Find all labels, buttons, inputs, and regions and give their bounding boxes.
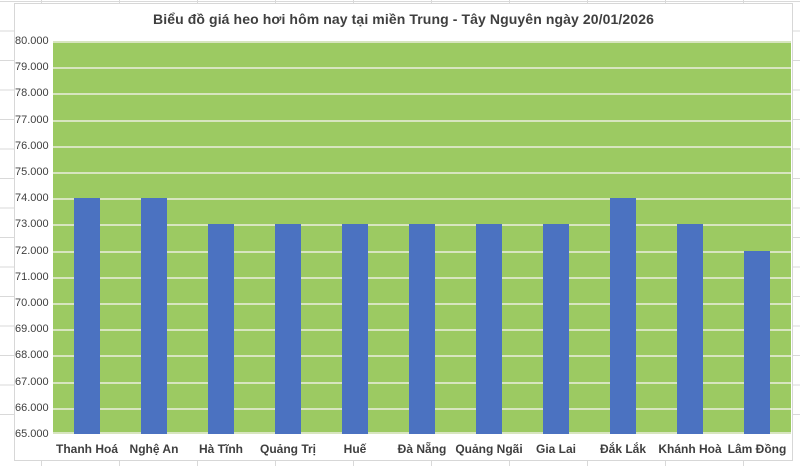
y-tick-label: 67.000 — [15, 376, 49, 388]
x-category-label: Đà Nẵng — [397, 442, 447, 456]
bar-quảng-trị[interactable] — [275, 224, 301, 434]
y-tick-label: 80.000 — [15, 35, 49, 47]
y-gridline — [53, 146, 791, 148]
x-axis[interactable]: Thanh Hoá Nghệ An Hà Tĩnh Quảng Trị Huế Đà Nẵ… — [53, 441, 791, 461]
y-axis[interactable]: 80.000 79.000 78.000 77.000 76.000 75.000 74.0… — [15, 4, 49, 460]
y-tick-label: 76.000 — [15, 140, 49, 152]
x-category-label: Thanh Hoá — [56, 442, 118, 456]
y-tick-label: 77.000 — [15, 114, 49, 126]
x-category-label: Khánh Hoà — [658, 442, 722, 456]
x-category-label: Hà Tĩnh — [199, 442, 243, 456]
plot-area[interactable] — [53, 41, 791, 434]
chart-canvas[interactable]: Biểu đồ giá heo hơi hôm nay tại miền Tru… — [14, 3, 793, 461]
y-tick-label: 69.000 — [15, 323, 49, 335]
y-tick-label: 79.000 — [15, 61, 49, 73]
y-tick-label: 68.000 — [15, 349, 49, 361]
bar-lâm-đồng[interactable] — [744, 251, 770, 434]
x-category-label: Quảng Ngãi — [455, 442, 523, 456]
bar-đắk-lắk[interactable] — [610, 198, 636, 434]
x-category-label: Huế — [343, 442, 367, 456]
y-tick-label: 74.000 — [15, 192, 49, 204]
bar-huế[interactable] — [342, 224, 368, 434]
y-tick-label: 73.000 — [15, 218, 49, 230]
x-category-label: Lâm Đồng — [727, 442, 787, 456]
chart-title[interactable]: Biểu đồ giá heo hơi hôm nay tại miền Tru… — [153, 11, 654, 27]
y-gridline — [53, 41, 791, 43]
y-tick-label: 78.000 — [15, 87, 49, 99]
y-gridline — [53, 172, 791, 174]
bar-thanh-hoá[interactable] — [74, 198, 100, 434]
x-category-label: Gia Lai — [535, 442, 576, 456]
bar-nghệ-an[interactable] — [141, 198, 167, 434]
x-category-label: Quảng Trị — [259, 442, 316, 456]
bar-đà-nẵng[interactable] — [409, 224, 435, 434]
x-category-label: Nghệ An — [129, 442, 179, 456]
bar-quảng-ngãi[interactable] — [476, 224, 502, 434]
y-gridline — [53, 120, 791, 122]
y-tick-label: 66.000 — [15, 402, 49, 414]
y-tick-label: 70.000 — [15, 297, 49, 309]
bar-khánh-hoà[interactable] — [677, 224, 703, 434]
bar-gia-lai[interactable] — [543, 224, 569, 434]
y-gridline — [53, 93, 791, 95]
bar-hà-tĩnh[interactable] — [208, 224, 234, 434]
y-gridline — [53, 67, 791, 69]
y-tick-label: 65.000 — [15, 428, 49, 440]
y-gridline — [53, 198, 791, 200]
y-tick-label: 72.000 — [15, 245, 49, 257]
y-tick-label: 75.000 — [15, 166, 49, 178]
x-category-label: Đắk Lắk — [599, 442, 647, 456]
y-tick-label: 71.000 — [15, 271, 49, 283]
